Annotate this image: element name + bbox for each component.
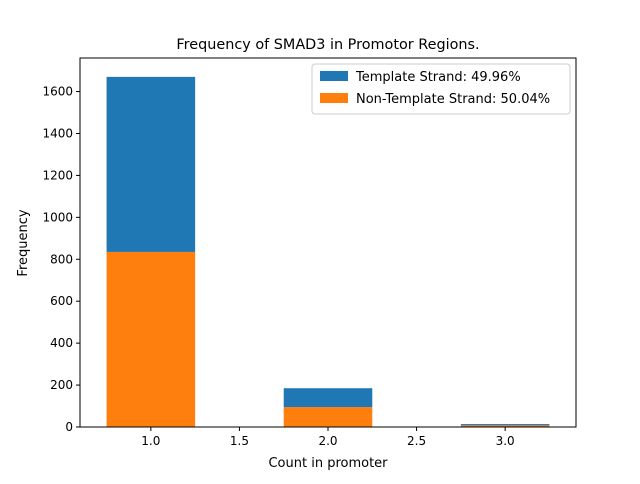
y-axis-ticks: 0 200 400 600 800 1000 1200 1400 1600 xyxy=(42,85,80,434)
bar-series0-x1 xyxy=(283,407,373,427)
x-tick-label: 2.5 xyxy=(407,434,426,448)
legend-label: Template Strand: 49.96% xyxy=(355,70,521,85)
axes-frame xyxy=(79,57,577,428)
y-tick-label: 1000 xyxy=(42,210,73,224)
bar-series1-x2 xyxy=(460,424,550,426)
x-tick-label: 1.5 xyxy=(230,434,249,448)
y-axis-label: Frequency xyxy=(16,209,31,276)
bar-series0-x0 xyxy=(106,251,196,427)
x-tick-label: 3.0 xyxy=(496,434,515,448)
x-axis-ticks: 1.0 1.5 2.0 2.5 3.0 xyxy=(141,427,515,448)
y-tick-label: 0 xyxy=(65,420,73,434)
y-tick-label: 800 xyxy=(50,252,73,266)
bar-series0-x2 xyxy=(460,425,550,427)
bars-layer xyxy=(106,76,550,427)
legend: Template Strand: 49.96% Non-Template Stra… xyxy=(311,63,571,115)
y-tick-label: 400 xyxy=(50,336,73,350)
x-axis-label: Count in promoter xyxy=(268,456,388,471)
y-tick-label: 1600 xyxy=(42,85,73,99)
y-tick-label: 200 xyxy=(50,378,73,392)
x-tick-label: 2.0 xyxy=(318,434,337,448)
legend-box xyxy=(311,63,571,115)
legend-label: Non-Template Strand: 50.04% xyxy=(356,92,550,107)
legend-swatch xyxy=(320,71,348,81)
legend-swatch xyxy=(320,93,348,103)
x-tick-label: 1.0 xyxy=(141,434,160,448)
y-tick-label: 600 xyxy=(50,294,73,308)
y-tick-label: 1400 xyxy=(42,126,73,140)
bar-series1-x1 xyxy=(283,388,373,408)
chart-title: Frequency of SMAD3 in Promotor Regions. xyxy=(176,37,479,53)
y-tick-label: 1200 xyxy=(42,168,73,182)
bar-series1-x0 xyxy=(106,76,196,252)
